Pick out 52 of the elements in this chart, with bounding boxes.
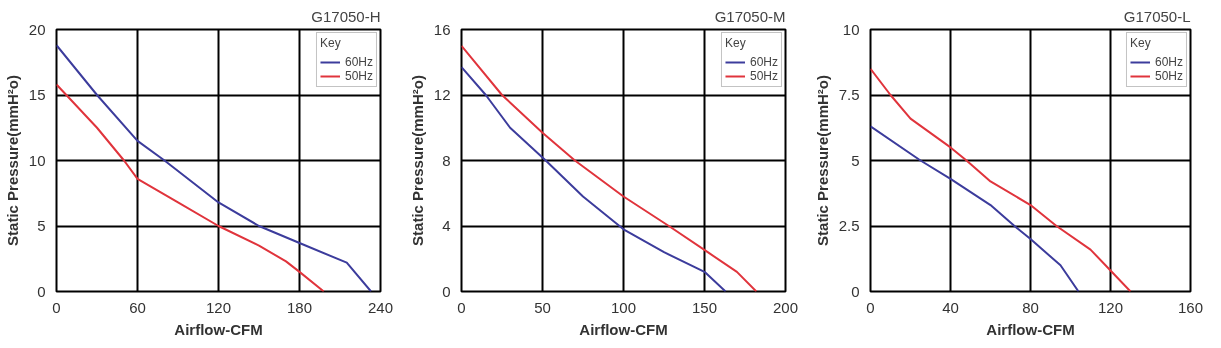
line-series	[870, 125, 1080, 292]
x-tick-label: 120	[1097, 298, 1124, 316]
y-tick-label: 7.5	[838, 86, 860, 103]
x-axis-title: Airflow-CFM	[579, 320, 668, 338]
legend-title: Key	[319, 36, 342, 50]
legend-label: 60Hz	[344, 55, 373, 69]
x-tick-label: 100	[610, 298, 637, 316]
x-tick-label: 50	[534, 298, 551, 316]
y-axis-title: Static Pressure(mmH²o)	[408, 75, 426, 246]
x-axis-title: Airflow-CFM	[174, 320, 263, 338]
y-axis-title: Static Pressure(mmH²o)	[813, 75, 831, 246]
x-tick-label: 0	[457, 298, 466, 316]
legend-label: 50Hz	[1154, 69, 1183, 83]
y-tick-label: 5	[37, 217, 46, 234]
x-tick-label: 80	[1022, 298, 1039, 316]
x-tick-label: 150	[691, 298, 718, 316]
y-tick-label: 5	[851, 151, 860, 169]
legend-label: 60Hz	[1154, 55, 1183, 69]
legend-label: 50Hz	[749, 69, 778, 83]
legend-title: Key	[1129, 36, 1152, 50]
line-series	[56, 83, 325, 292]
x-axis-title: Airflow-CFM	[986, 320, 1075, 338]
y-tick-label: 12	[433, 86, 451, 103]
y-tick-label: 10	[28, 151, 46, 169]
y-tick-label: 0	[37, 282, 46, 300]
legend-label: 50Hz	[344, 69, 373, 83]
y-tick-label: 8	[442, 151, 451, 169]
y-tick-label: 15	[28, 86, 46, 103]
line-series	[870, 67, 1132, 292]
y-tick-label: 4	[442, 217, 451, 234]
line-series	[461, 66, 727, 292]
legend-title: Key	[724, 36, 747, 50]
x-tick-label: 160	[1177, 298, 1204, 316]
y-tick-label: 20	[28, 20, 46, 38]
x-tick-label: 0	[866, 298, 875, 316]
x-tick-label: 40	[942, 298, 959, 316]
x-tick-label: 0	[52, 298, 61, 316]
chart-title: G17050-L	[1123, 7, 1191, 25]
y-tick-label: 0	[851, 282, 860, 300]
x-tick-label: 200	[772, 298, 799, 316]
chart-title: G17050-H	[311, 7, 381, 25]
chart-title: G17050-M	[714, 7, 786, 25]
x-tick-label: 120	[205, 298, 232, 316]
legend-label: 60Hz	[749, 55, 778, 69]
y-tick-label: 10	[842, 20, 860, 38]
y-axis-title: Static Pressure(mmH²o)	[3, 75, 21, 246]
x-tick-label: 60	[129, 298, 146, 316]
y-tick-label: 2.5	[838, 217, 860, 234]
x-tick-label: 180	[286, 298, 313, 316]
x-tick-label: 240	[367, 298, 394, 316]
y-tick-label: 0	[442, 282, 451, 300]
y-tick-label: 16	[433, 20, 451, 38]
